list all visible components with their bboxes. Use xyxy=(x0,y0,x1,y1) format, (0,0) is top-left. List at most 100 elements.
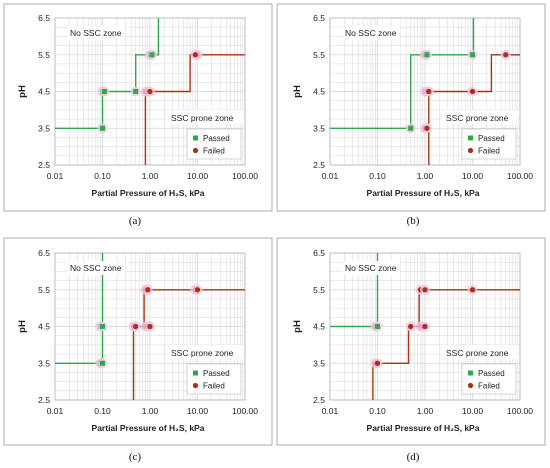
x-tick-label: 0.10 xyxy=(94,406,111,416)
data-point-failed xyxy=(145,287,151,293)
data-point-passed xyxy=(133,89,139,94)
data-point-passed xyxy=(101,89,107,94)
y-tick-label: 4.5 xyxy=(313,87,325,97)
y-tick-label: 2.5 xyxy=(313,395,325,405)
y-tick-label: 5.5 xyxy=(313,50,325,60)
data-point-failed xyxy=(147,323,153,330)
x-axis-label: Partial Pressure of H₂S, kPa xyxy=(92,423,205,433)
data-point-passed xyxy=(375,324,380,329)
y-tick-label: 3.5 xyxy=(313,358,325,368)
x-tick-label: 10.00 xyxy=(462,171,484,181)
no-ssc-zone-label: No SSC zone xyxy=(70,263,122,273)
legend-label-failed: Failed xyxy=(203,382,225,391)
x-tick-label: 1.00 xyxy=(417,406,434,416)
data-point-failed xyxy=(469,88,476,95)
data-point-failed xyxy=(469,287,476,293)
y-tick-label: 3.5 xyxy=(313,123,325,133)
y-axis-label: pH xyxy=(17,85,28,98)
y-axis-label: pH xyxy=(17,320,28,333)
legend-box xyxy=(461,363,517,395)
data-point-passed xyxy=(100,360,105,366)
y-tick-label: 3.5 xyxy=(38,123,50,133)
legend-label-passed: Passed xyxy=(478,134,505,143)
x-tick-label: 10.00 xyxy=(187,171,209,181)
x-tick-label: 0.10 xyxy=(369,171,386,181)
x-tick-label: 0.01 xyxy=(47,171,64,181)
plot-area xyxy=(54,252,246,401)
x-tick-label: 0.01 xyxy=(322,171,339,181)
data-point-passed xyxy=(100,125,105,131)
no-ssc-zone-label: No SSC zone xyxy=(345,263,397,273)
boundary-line-passed xyxy=(330,18,475,129)
zone-label-bg xyxy=(442,109,518,124)
zone-label-bg xyxy=(442,344,518,359)
data-point-failed xyxy=(147,88,153,95)
data-point-failed xyxy=(426,88,432,95)
zone-label-bg xyxy=(342,26,400,40)
legend-marker-failed xyxy=(467,147,474,154)
boundary-line-failed xyxy=(144,54,245,165)
data-point-passed xyxy=(424,52,430,58)
legend-box xyxy=(461,128,517,160)
data-point-failed xyxy=(374,360,381,366)
legend-box xyxy=(186,128,242,160)
data-point-passed xyxy=(408,125,414,131)
y-tick-label: 4.5 xyxy=(313,322,325,332)
zone-label-bg xyxy=(67,261,125,275)
legend-label-failed: Failed xyxy=(478,147,500,156)
data-point-failed xyxy=(422,323,428,330)
legend-label-passed: Passed xyxy=(478,369,505,378)
y-tick-label: 6.5 xyxy=(313,248,325,258)
x-axis-label: Partial Pressure of H₂S, kPa xyxy=(367,423,480,433)
legend-marker-failed xyxy=(192,382,199,389)
x-tick-label: 0.01 xyxy=(322,406,339,416)
chart-panel-1: 2.5 3.5 4.5 5.5 6.5 0.01 0.10 1.00 10.00 100.00 pH… xyxy=(3,3,273,212)
panel-label: (b) xyxy=(407,215,420,227)
data-point-failed xyxy=(192,52,198,58)
x-tick-label: 0.01 xyxy=(47,406,64,416)
x-tick-label: 1.00 xyxy=(417,171,434,181)
x-tick-label: 100.00 xyxy=(507,406,533,416)
y-axis-label: pH xyxy=(292,85,303,98)
legend-marker-passed xyxy=(468,135,473,141)
data-point-failed xyxy=(503,52,509,58)
legend-label-failed: Failed xyxy=(478,382,500,391)
panel-label: (c) xyxy=(129,451,142,463)
plot-area xyxy=(54,17,246,166)
data-point-passed xyxy=(100,324,105,329)
y-tick-label: 5.5 xyxy=(38,285,50,295)
x-tick-label: 100.00 xyxy=(232,171,258,181)
plot-area xyxy=(329,17,521,166)
x-axis-label: Partial Pressure of H₂S, kPa xyxy=(92,188,205,198)
y-tick-label: 2.5 xyxy=(313,160,325,170)
y-tick-label: 4.5 xyxy=(38,87,50,97)
zone-label-bg xyxy=(67,26,125,40)
panel-frame xyxy=(276,237,546,446)
zone-label-bg xyxy=(342,261,400,275)
legend-label-failed: Failed xyxy=(203,147,225,156)
x-axis-label: Partial Pressure of H₂S, kPa xyxy=(367,188,480,198)
data-point-passed xyxy=(470,52,475,58)
data-point-failed xyxy=(194,287,201,293)
panel-frame xyxy=(3,237,273,446)
legend-label-passed: Passed xyxy=(203,134,230,143)
zone-label-bg xyxy=(167,344,243,359)
y-tick-label: 6.5 xyxy=(38,248,50,258)
legend-marker-failed xyxy=(467,382,474,389)
x-tick-label: 100.00 xyxy=(232,406,258,416)
x-tick-label: 0.10 xyxy=(369,406,386,416)
x-tick-label: 0.10 xyxy=(94,171,111,181)
y-tick-label: 6.5 xyxy=(313,13,325,23)
y-tick-label: 5.5 xyxy=(313,285,325,295)
data-point-failed xyxy=(408,323,414,330)
no-ssc-zone-label: No SSC zone xyxy=(70,28,122,38)
data-point-failed xyxy=(422,287,428,293)
y-tick-label: 3.5 xyxy=(38,358,50,368)
x-tick-label: 10.00 xyxy=(187,406,209,416)
x-tick-label: 1.00 xyxy=(142,171,159,181)
legend-marker-passed xyxy=(193,135,198,141)
legend-marker-passed xyxy=(468,370,473,376)
legend-marker-failed xyxy=(192,147,199,154)
x-tick-label: 100.00 xyxy=(507,171,533,181)
